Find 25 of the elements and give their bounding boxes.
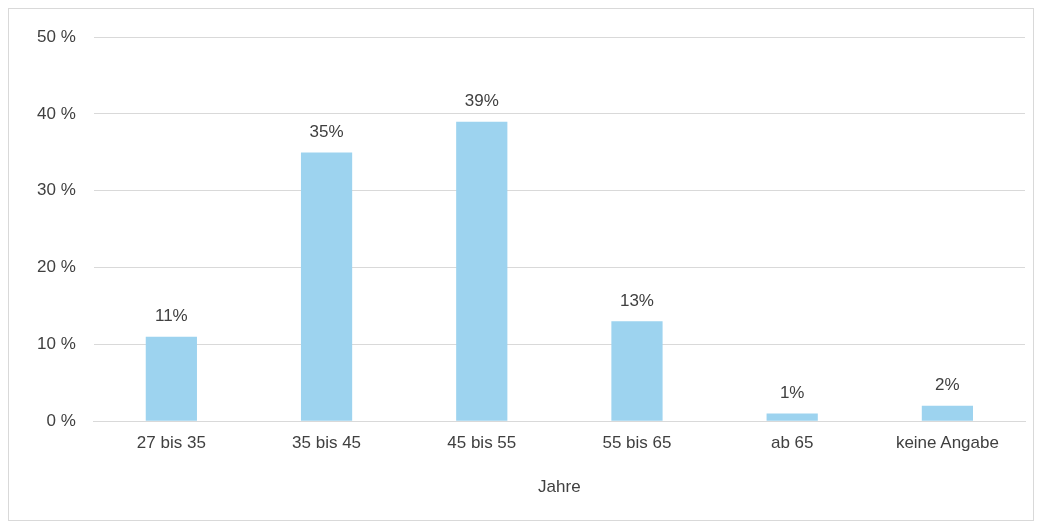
data-label: 39% [464, 90, 499, 110]
bar [921, 405, 974, 421]
y-tick-label: 50 % [37, 26, 76, 46]
y-tick-label: 0 % [46, 410, 76, 430]
data-label: 11% [154, 305, 188, 325]
x-tick-label: keine Angabe [895, 433, 999, 453]
bar [611, 321, 663, 421]
data-label: 13% [619, 290, 654, 310]
y-tick-label: 30 % [37, 180, 76, 200]
x-tick-label: ab 65 [770, 433, 814, 453]
y-tick-label: 20 % [37, 257, 76, 277]
x-tick-label: 55 bis 65 [602, 433, 672, 453]
x-tick-label: 45 bis 55 [447, 433, 517, 453]
y-tick-label: 10 % [37, 334, 76, 354]
x-axis-title: Jahre [538, 477, 581, 497]
x-tick-label: 35 bis 45 [292, 433, 362, 453]
bar [145, 336, 197, 421]
data-label: 1% [779, 382, 805, 402]
y-tick-label: 40 % [37, 103, 76, 123]
x-tick-label: 27 bis 35 [136, 433, 206, 453]
data-label: 2% [935, 375, 960, 395]
bar [456, 121, 508, 421]
bar [766, 413, 818, 421]
data-label: 35% [309, 121, 344, 141]
bar [300, 152, 353, 421]
